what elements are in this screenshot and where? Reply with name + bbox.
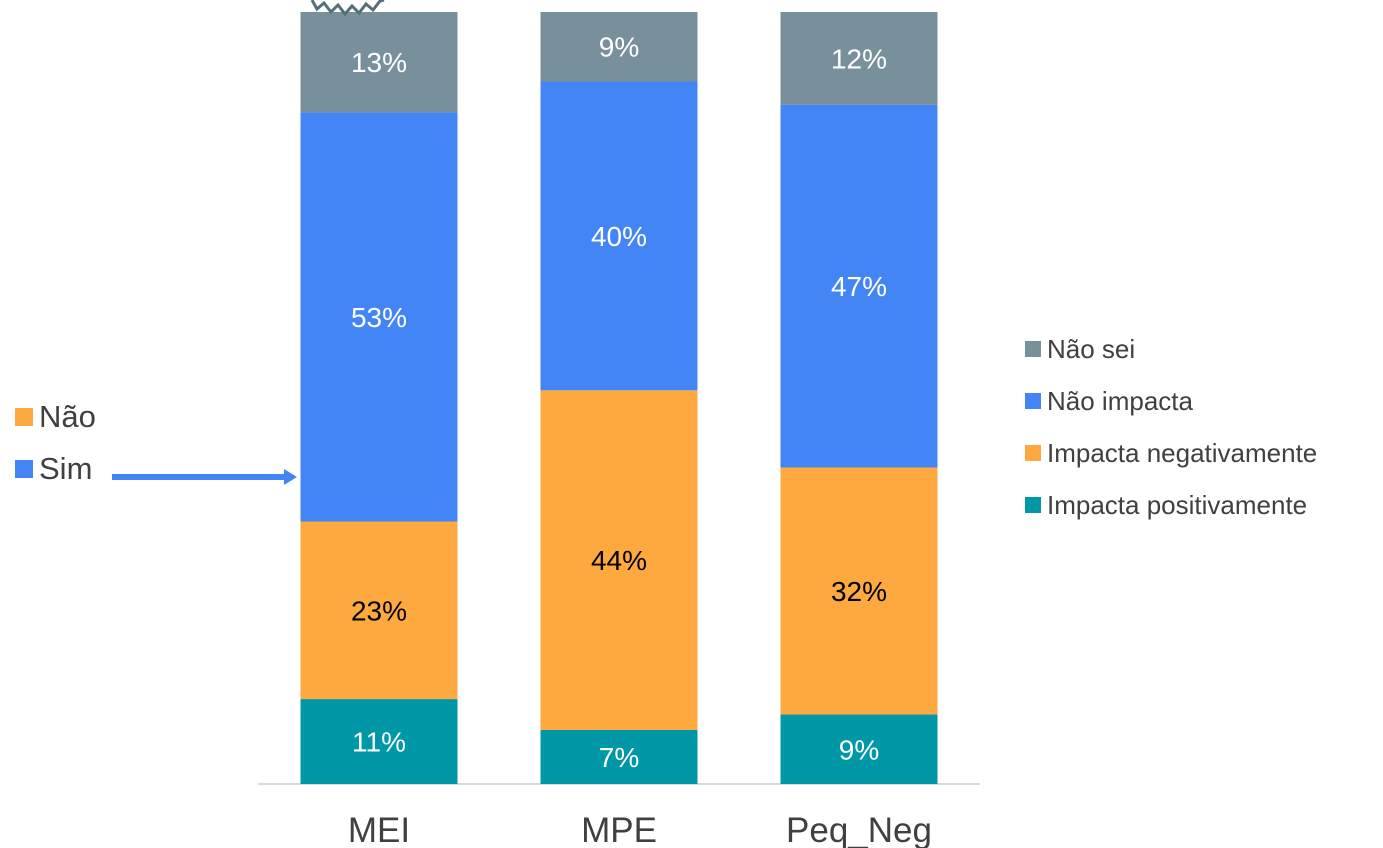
data-label: 9% [839, 734, 879, 765]
data-label: 53% [351, 302, 407, 333]
data-label: 44% [591, 545, 647, 576]
x-tick-labels-group: MEI MPE Peq_Neg [348, 811, 932, 848]
x-tick-label: Peq_Neg [786, 811, 932, 848]
legend-swatch [1025, 497, 1041, 513]
legend-label: Não impacta [1047, 385, 1193, 416]
legend-label: Impacta positivamente [1047, 489, 1308, 520]
legend-label: Impacta negativamente [1047, 437, 1318, 468]
data-label: 7% [599, 742, 639, 773]
data-label: 12% [831, 43, 887, 74]
legend-item-impacta-negativamente: Impacta negativamente [1025, 427, 1317, 479]
chart-legend: Não sei Não impacta Impacta negativament… [1025, 323, 1317, 531]
x-tick-label: MPE [581, 811, 657, 848]
side-legend-item-sim: Sim [15, 443, 96, 495]
legend-swatch [1025, 445, 1041, 461]
data-labels-group: 11% 23% 53% 13% 7% 44% 40% 9% 9% 32% 47% 12% [351, 32, 887, 773]
data-label: 47% [831, 271, 887, 302]
side-legend-item-nao: Não [15, 391, 96, 443]
bar-segment [780, 467, 938, 715]
bar-segment [540, 81, 698, 391]
data-label: 32% [831, 576, 887, 607]
data-label: 40% [591, 221, 647, 252]
legend-item-impacta-positivamente: Impacta positivamente [1025, 479, 1317, 531]
legend-item-nao-impacta: Não impacta [1025, 375, 1317, 427]
data-label: 13% [351, 47, 407, 78]
bar-segment [300, 699, 458, 784]
side-legend: Não Sim [15, 391, 96, 495]
bar-segment [780, 12, 938, 105]
legend-swatch [15, 460, 33, 478]
data-label: 11% [352, 727, 406, 758]
bar-segment [780, 714, 938, 784]
bar-segment [780, 104, 938, 468]
bar-segment [540, 390, 698, 730]
axis-break-mark [310, 0, 385, 17]
legend-label: Não [39, 399, 96, 434]
sim-arrow-head [284, 469, 297, 485]
legend-swatch [15, 408, 33, 426]
bar-segment [540, 729, 698, 784]
bar-segment [300, 12, 458, 113]
legend-label: Não sei [1047, 333, 1136, 364]
bars-group [300, 12, 938, 784]
data-label: 23% [351, 595, 407, 626]
bar-segment [300, 112, 458, 522]
legend-item-nao-sei: Não sei [1025, 323, 1317, 375]
x-tick-label: MEI [348, 811, 410, 848]
data-label: 9% [599, 32, 639, 63]
legend-label: Sim [39, 451, 93, 486]
bar-segment [300, 521, 458, 700]
bar-segment [540, 12, 698, 82]
legend-swatch [1025, 341, 1041, 357]
legend-swatch [1025, 393, 1041, 409]
